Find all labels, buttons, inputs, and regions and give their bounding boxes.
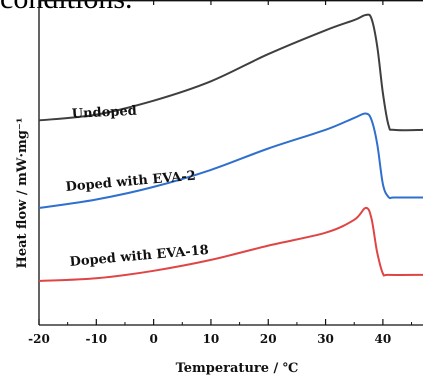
x-tick-label: 10	[203, 332, 220, 346]
x-tick-label: 30	[317, 332, 334, 346]
x-tick-label: -20	[28, 332, 50, 346]
series-line-1	[38, 112, 423, 209]
x-tick-label: -10	[85, 332, 107, 346]
series-line-2	[38, 206, 423, 282]
axes-layer: -20 -10 0 10 20 30 40	[28, 0, 423, 346]
x-tick-label: 0	[149, 332, 157, 346]
series-layer	[38, 13, 423, 282]
y-axis-title: Heat flow / mW·mg⁻¹	[15, 118, 30, 269]
x-tick-label: 40	[375, 332, 392, 346]
series-line-0	[38, 13, 423, 132]
x-axis-title: Temperature / ℃	[176, 361, 299, 376]
series-label-doped-eva-2: Doped with EVA-2	[65, 169, 196, 195]
series-label-doped-eva-18: Doped with EVA-18	[69, 243, 209, 270]
header-fragment-text: conditions.	[0, 0, 133, 15]
x-tick-label: 20	[260, 332, 277, 346]
series-label-undoped: Undoped	[71, 104, 137, 122]
